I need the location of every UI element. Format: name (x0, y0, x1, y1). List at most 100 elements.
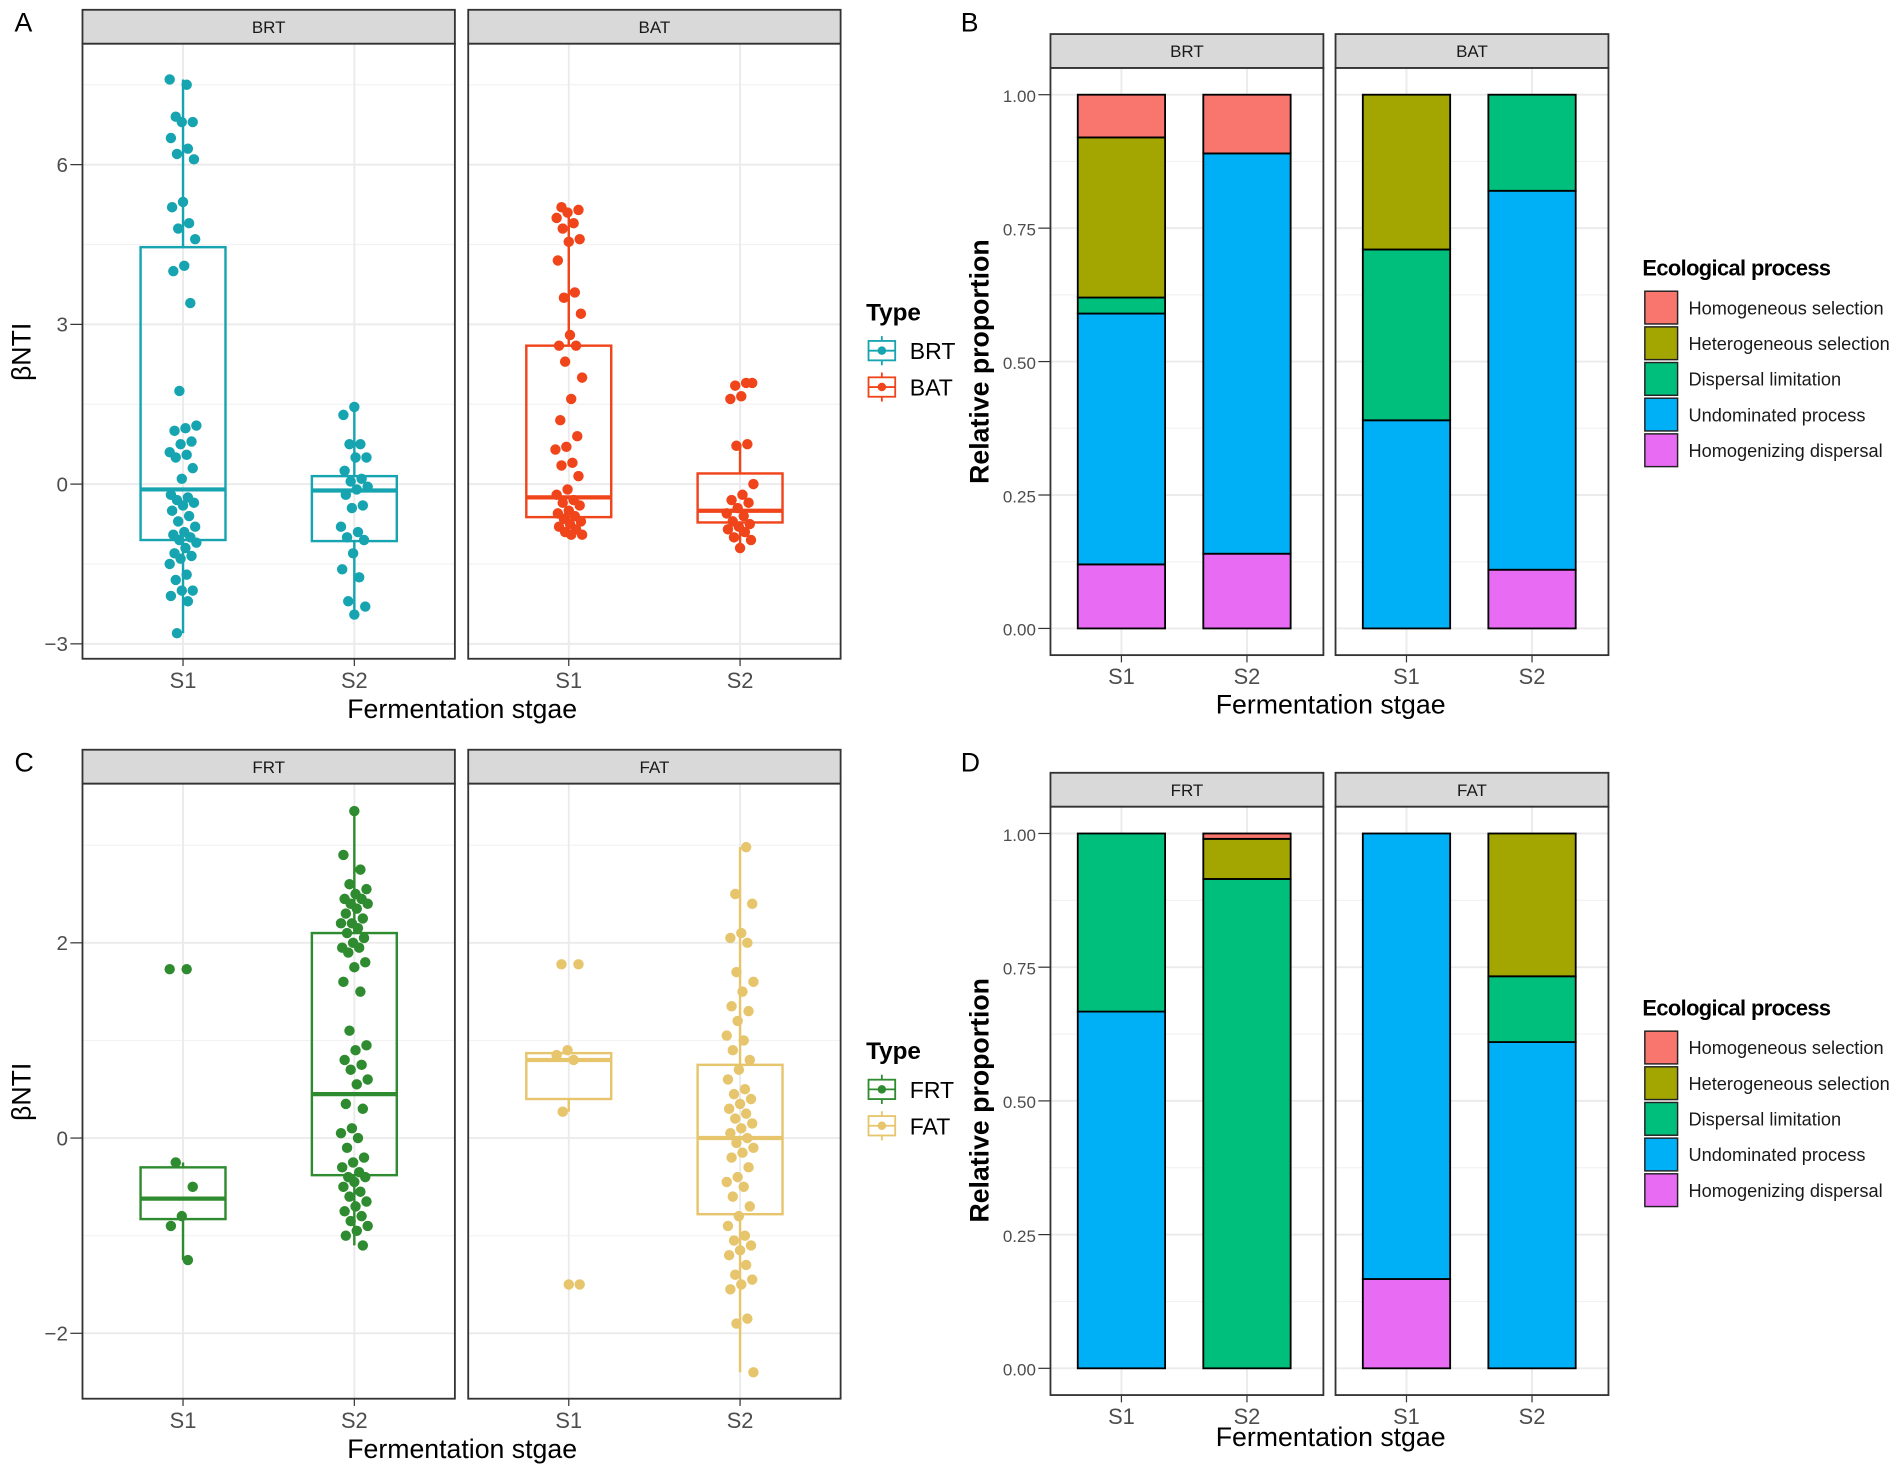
data-point (176, 473, 188, 485)
data-point (730, 888, 741, 900)
facet-BRT: BRT S1 S2 (1049, 33, 1325, 689)
data-point (730, 380, 741, 391)
bar-segment (1487, 93, 1577, 192)
data-point (739, 1084, 751, 1095)
data-point (335, 918, 347, 929)
data-point (358, 1152, 370, 1163)
data-point (740, 841, 752, 853)
y-axis-title: Relative proportion (965, 978, 995, 1223)
y-tick-label: 0.50 (1003, 1093, 1036, 1112)
data-point (353, 942, 365, 953)
data-point (743, 497, 754, 508)
bar-segment (1202, 832, 1292, 840)
data-point (725, 1127, 736, 1139)
legend: Type FRT FAT (866, 1038, 954, 1141)
bar-segment (1361, 1278, 1452, 1370)
panel-border (1334, 805, 1610, 1396)
legend-label: Undominated process (1689, 1145, 1866, 1165)
data-point (742, 937, 753, 949)
x-tick-label: S2 (727, 668, 754, 693)
data-point (176, 116, 188, 128)
data-point (182, 143, 194, 154)
bar-segment (1361, 248, 1452, 422)
data-point (731, 1137, 742, 1149)
data-point (556, 959, 567, 970)
stacked-bar-S2 (1202, 832, 1292, 1370)
data-point (357, 913, 369, 924)
data-point (344, 1025, 355, 1036)
panel-label: C (15, 748, 34, 778)
data-point (345, 1064, 356, 1075)
data-point (343, 596, 354, 607)
facet-strip-label: FRT (1171, 781, 1204, 800)
data-point (721, 1176, 732, 1188)
data-point (346, 502, 358, 514)
y-tick-label: −3 (44, 633, 68, 656)
legend-title: Ecological process (1642, 255, 1831, 280)
data-point (361, 452, 372, 463)
data-point (550, 444, 561, 455)
data-point (187, 462, 198, 474)
legend-key-point (877, 382, 887, 392)
x-axis-title: Fermentation stgae (347, 694, 577, 724)
data-point (744, 518, 755, 530)
data-point (355, 1186, 366, 1197)
data-point (356, 473, 367, 485)
data-point (169, 425, 180, 437)
data-point (182, 1254, 194, 1266)
data-point (736, 391, 747, 402)
box-group-S1 (139, 74, 227, 639)
data-point (357, 1103, 369, 1114)
data-point (349, 805, 360, 817)
data-point (736, 927, 747, 939)
data-point (739, 1230, 751, 1241)
data-point (745, 534, 757, 546)
data-point (355, 438, 366, 450)
data-point (730, 1269, 741, 1280)
y-tick-label: 2 (56, 932, 67, 955)
y-tick-label: 0.00 (1003, 621, 1036, 640)
data-point (558, 292, 570, 303)
y-tick-label: 0.75 (1003, 220, 1036, 239)
data-point (565, 529, 577, 540)
data-point (723, 1249, 735, 1261)
data-point (721, 1030, 732, 1041)
data-point (568, 1054, 579, 1066)
legend-label: BAT (910, 375, 953, 401)
legend-label: Heterogeneous selection (1689, 334, 1890, 354)
data-point (344, 438, 355, 450)
data-point (730, 1113, 741, 1124)
data-point (341, 1142, 353, 1154)
bar-segment (1076, 93, 1167, 139)
data-point (174, 534, 185, 546)
legend-key-point (877, 1085, 887, 1094)
facet-strip-label: BRT (1170, 42, 1204, 61)
legend-label: FAT (910, 1113, 951, 1139)
data-point (343, 947, 354, 958)
data-point (349, 962, 360, 973)
legend-key (1644, 433, 1679, 468)
data-point (338, 976, 349, 988)
y-axis-title: βNTI (6, 323, 36, 381)
data-point (185, 297, 196, 309)
bar-segment (1076, 1010, 1167, 1370)
data-point (339, 1206, 350, 1217)
data-point (732, 1171, 743, 1183)
data-point (168, 265, 179, 277)
data-point (170, 574, 181, 586)
panel-border (81, 782, 456, 1400)
legend-key (1644, 326, 1679, 361)
data-point (362, 1220, 373, 1232)
y-tick-label: 0.25 (1003, 487, 1036, 506)
legend-key (1644, 1030, 1679, 1065)
panel-border (467, 782, 842, 1400)
facet-strip (1049, 771, 1325, 808)
panel-D: D 0.00 0.25 0.50 0.75 1.00 Fermentation stgae R… (961, 748, 1890, 1452)
data-point (179, 260, 190, 272)
data-point (740, 1108, 752, 1119)
data-point (557, 223, 568, 234)
data-point (570, 340, 582, 351)
data-point (568, 217, 579, 229)
bar-segment (1487, 975, 1577, 1043)
